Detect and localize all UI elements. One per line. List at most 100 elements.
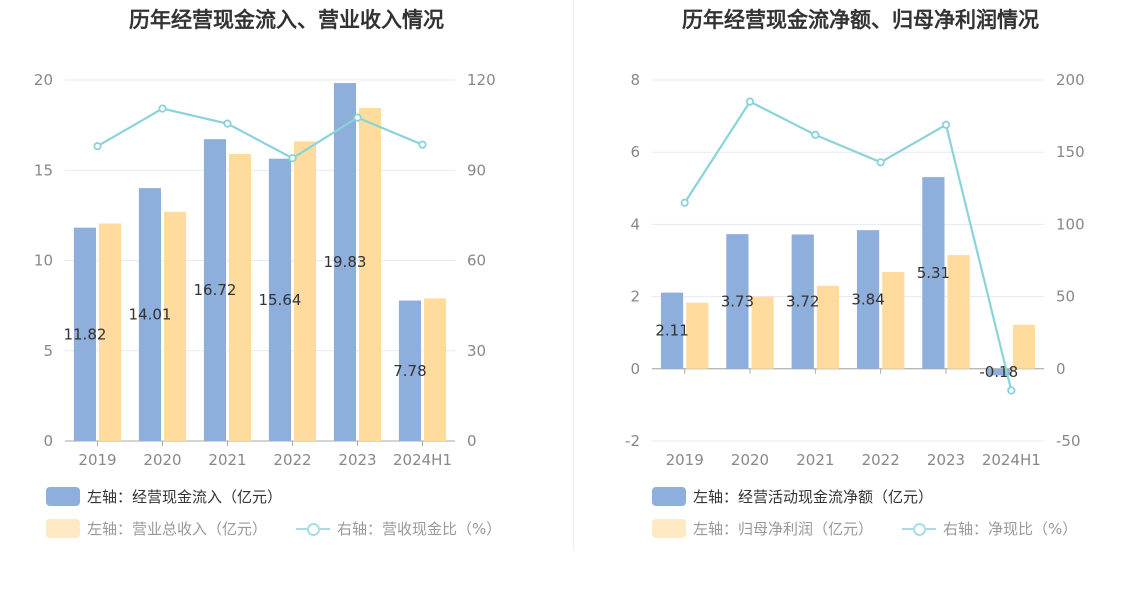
left-axis-tick-label: -2: [625, 432, 640, 450]
x-axis-tick-label: 2020: [731, 451, 769, 469]
bar-secondary: [99, 223, 122, 441]
bar-primary: [73, 227, 96, 441]
x-axis-tick-label: 2024H1: [982, 451, 1041, 469]
bar-primary: [922, 177, 945, 369]
legend-label: 左轴：归母净利润（亿元）: [693, 520, 874, 538]
bar-secondary: [424, 298, 447, 441]
x-axis-tick-label: 2022: [862, 451, 900, 469]
x-axis-tick-label: 2022: [273, 451, 311, 469]
right-axis-tick-label: 200: [1056, 71, 1085, 89]
legend-item-revenue-cash-ratio[interactable]: 右轴：营收现金比（%）: [296, 518, 501, 539]
bar-primary: [791, 234, 814, 369]
legend-item-cash-inflow[interactable]: 左轴：经营现金流入（亿元）: [46, 486, 282, 507]
bar-data-label: 5.31: [917, 264, 950, 282]
legend-swatch: [652, 487, 686, 506]
left-axis-tick-label: 0: [630, 360, 640, 378]
bar-secondary: [882, 272, 905, 369]
bar-data-label: 3.73: [721, 292, 754, 310]
panel-divider: [573, 0, 574, 550]
left-axis-tick-label: 8: [630, 71, 640, 89]
bar-secondary: [294, 141, 317, 441]
ratio-point: [158, 104, 167, 113]
bar-data-label: 14.01: [128, 306, 171, 324]
x-axis-tick-label: 2023: [338, 451, 376, 469]
bar-data-label: 11.82: [63, 325, 106, 343]
legend-item-revenue[interactable]: 左轴：营业总收入（亿元）: [46, 518, 267, 539]
legend-label: 右轴：营收现金比（%）: [337, 520, 502, 538]
bar-primary: [856, 230, 880, 369]
right-axis-tick-label: 50: [1056, 288, 1075, 306]
legend-item-operating-cash-flow[interactable]: 左轴：经营活动现金流净额（亿元）: [652, 486, 933, 507]
x-axis-tick-label: 2021: [796, 451, 834, 469]
bar-primary: [333, 83, 356, 442]
bar-secondary: [816, 285, 840, 369]
right-axis-tick-label: 0: [467, 432, 477, 450]
chart-title-left: 历年经营现金流入、营业收入情况: [129, 8, 444, 32]
ratio-point: [876, 158, 885, 167]
left-axis-tick-label: 20: [34, 71, 53, 89]
legend-label: 左轴：经营活动现金流净额（亿元）: [693, 488, 934, 506]
left-axis-tick-label: 2: [630, 288, 640, 306]
bar-primary: [203, 139, 226, 442]
bar-data-label: 3.72: [786, 293, 819, 311]
legend-line-icon: [902, 519, 936, 538]
ratio-point: [1007, 386, 1016, 395]
x-axis-tick-label: 2019: [666, 451, 704, 469]
chart-panel-right: 历年经营现金流净额、归母净利润情况 -2 0 2 4 6 8 -50 0 50 100 150 200…: [574, 0, 1147, 589]
bar-secondary: [686, 302, 709, 369]
left-axis-tick-label: 0: [43, 432, 53, 450]
right-axis-tick-label: 60: [467, 252, 486, 270]
ratio-point: [353, 113, 362, 122]
chart-plot-right: -2 0 2 4 6 8 -50 0 50 100 150 200 2019 2020 2021 2022 20…: [625, 71, 1085, 469]
bar-primary: [726, 234, 749, 369]
ratio-point: [288, 154, 297, 163]
x-axis-tick-label: 2024H1: [393, 451, 452, 469]
ratio-point: [418, 140, 427, 149]
legend-swatch: [46, 487, 80, 506]
bar-data-label: 7.78: [393, 362, 426, 380]
left-axis-tick-label: 4: [630, 215, 640, 233]
left-axis-tick-label: 10: [34, 252, 53, 270]
legend-label: 右轴：净现比（%）: [943, 520, 1078, 538]
bar-data-label: 15.64: [258, 291, 301, 309]
right-axis-tick-label: 100: [1056, 215, 1085, 233]
legend-label: 左轴：经营现金流入（亿元）: [87, 488, 283, 506]
bar-secondary: [229, 154, 252, 441]
x-axis-tick-label: 2020: [143, 451, 181, 469]
bar-primary: [398, 300, 421, 441]
legend-swatch: [46, 519, 80, 538]
ratio-point: [680, 198, 689, 207]
x-axis-tick-label: 2019: [78, 451, 116, 469]
ratio-point: [223, 119, 232, 128]
legend-item-cash-ratio[interactable]: 右轴：净现比（%）: [902, 518, 1077, 539]
bar-primary: [268, 158, 291, 441]
bar-secondary: [751, 296, 774, 369]
chart-title-right: 历年经营现金流净额、归母净利润情况: [682, 8, 1039, 32]
bar-data-label: -0.18: [979, 363, 1018, 381]
bar-secondary: [1012, 324, 1036, 369]
right-axis-tick-label: -50: [1056, 432, 1081, 450]
left-axis-tick-label: 5: [43, 342, 53, 360]
right-axis-tick-label: 120: [467, 71, 496, 89]
bar-data-label: 3.84: [851, 290, 884, 308]
bar-secondary: [359, 107, 382, 441]
bar-primary: [138, 188, 161, 441]
ratio-line: [683, 100, 1013, 391]
ratio-point: [811, 130, 820, 139]
left-axis-tick-label: 15: [34, 161, 53, 179]
right-axis-tick-label: 90: [467, 161, 486, 179]
legend-item-net-profit[interactable]: 左轴：归母净利润（亿元）: [652, 518, 873, 539]
bar-data-label: 16.72: [193, 281, 236, 299]
chart-plot-left: 0 5 10 15 20 0 30 60 90 120 2019 2020 2021 2022 2023 20…: [34, 71, 496, 469]
ratio-point: [941, 120, 951, 129]
right-axis-tick-label: 30: [467, 342, 486, 360]
x-axis-tick-label: 2023: [927, 451, 965, 469]
legend-label: 左轴：营业总收入（亿元）: [87, 520, 268, 538]
left-axis-tick-label: 6: [630, 143, 640, 161]
right-axis-tick-label: 150: [1056, 143, 1085, 161]
ratio-line: [96, 107, 423, 160]
bar-primary: [660, 292, 684, 369]
bar-data-label: 19.83: [323, 253, 366, 271]
x-axis-tick-label: 2021: [208, 451, 246, 469]
legend-line-icon: [296, 519, 330, 538]
